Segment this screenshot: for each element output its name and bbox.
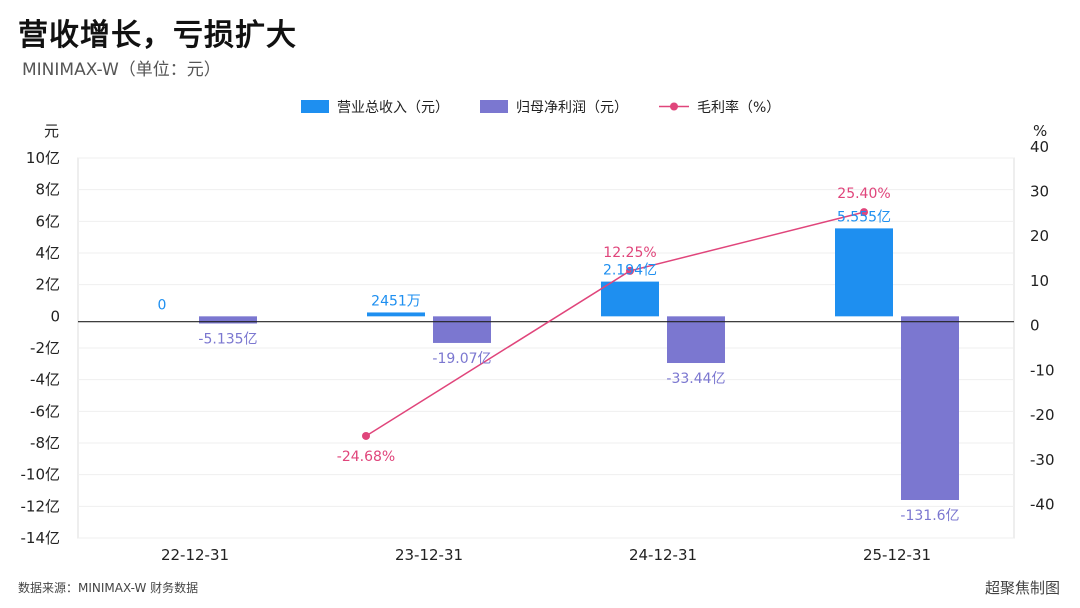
gross-margin-data-label: 25.40% — [837, 186, 890, 202]
legend-label-gross-margin: 毛利率（%） — [697, 99, 780, 116]
left-axis-tick: -12亿 — [21, 497, 61, 515]
net-profit-data-label: -131.6亿 — [900, 508, 959, 524]
left-axis-unit: 元 — [44, 122, 59, 140]
x-axis-tick: 22-12-31 — [161, 546, 229, 564]
right-axis-tick: 0 — [1030, 317, 1040, 335]
legend-label-revenue: 营业总收入（元） — [337, 100, 449, 116]
gross-margin-data-label: -24.68% — [337, 449, 395, 465]
left-axis-tick: -4亿 — [30, 371, 60, 389]
revenue-bar — [835, 228, 893, 317]
net-profit-bar — [901, 316, 959, 500]
legend-swatch-revenue — [301, 100, 329, 113]
legend-label-net-profit: 归母净利润（元） — [516, 99, 628, 116]
right-axis-tick: -10 — [1030, 361, 1055, 379]
left-axis-tick: -6亿 — [30, 402, 60, 420]
left-axis-tick: 4亿 — [35, 244, 60, 262]
chart-title: 营收增长，亏损扩大 — [18, 18, 297, 53]
left-axis-tick: -14亿 — [21, 529, 61, 547]
revenue-bar — [601, 281, 659, 317]
revenue-data-label: 2451万 — [371, 293, 421, 309]
right-axis-tick: 30 — [1030, 183, 1049, 201]
left-axis-tick: 6亿 — [35, 212, 60, 230]
x-axis-tick: 24-12-31 — [629, 546, 697, 564]
gross-margin-point — [860, 208, 868, 217]
revenue-data-label: 5.555亿 — [837, 209, 891, 225]
revenue-data-label: 0 — [158, 297, 167, 313]
right-axis-tick: 40 — [1030, 138, 1049, 156]
legend-swatch-net-profit — [480, 100, 508, 113]
bar-layer — [199, 228, 959, 500]
left-axis-tick: 2亿 — [35, 276, 60, 294]
x-axis-tick: 25-12-31 — [863, 546, 931, 564]
legend: 营业总收入（元） 归母净利润（元） 毛利率（%） — [301, 99, 780, 116]
net-profit-bar — [667, 316, 725, 364]
net-profit-bar — [199, 316, 257, 324]
line-layer — [362, 208, 868, 440]
right-axis-unit: % — [1033, 122, 1047, 140]
net-profit-data-label: -5.135亿 — [198, 331, 257, 347]
left-axis-tick: -8亿 — [30, 434, 60, 452]
left-axis-tick: -10亿 — [21, 466, 61, 484]
left-axis-tick: 10亿 — [26, 149, 60, 167]
left-axis-tick: 0 — [50, 307, 60, 325]
net-profit-data-label: -19.07亿 — [432, 351, 491, 367]
gross-margin-data-label: 12.25% — [603, 245, 656, 261]
net-profit-bar — [433, 316, 491, 343]
left-axis-tick: 8亿 — [35, 181, 60, 199]
brand-mark: 超聚焦制图 — [984, 579, 1060, 597]
right-axis-tick: -40 — [1030, 495, 1055, 513]
right-axis-tick: 10 — [1030, 272, 1049, 290]
revenue-bar — [367, 312, 425, 317]
label-layer: 0 2451万 2.194亿 5.555亿 -5.135亿 -19.07亿 -33.44亿 -… — [158, 186, 960, 524]
net-profit-data-label: -33.44亿 — [666, 371, 725, 387]
x-axis-tick: 23-12-31 — [395, 546, 463, 564]
legend-marker-gross-margin — [670, 102, 678, 111]
gross-margin-point — [626, 266, 634, 275]
gross-margin-point — [362, 431, 370, 440]
data-source: 数据来源：MINIMAX-W 财务数据 — [18, 581, 199, 595]
right-axis-tick: -30 — [1030, 451, 1055, 469]
right-axis-tick: -20 — [1030, 406, 1055, 424]
revenue-data-label: 2.194亿 — [603, 263, 657, 279]
left-axis-tick: -2亿 — [30, 339, 60, 357]
right-axis-tick: 20 — [1030, 227, 1049, 245]
axis-layer: 10亿 8亿 6亿 4亿 2亿 0 -2亿 -4亿 -6亿 -8亿 -10亿 -12亿 -14亿 40 30… — [21, 138, 1055, 564]
chart-subtitle: MINIMAX-W（单位：元） — [22, 60, 221, 80]
